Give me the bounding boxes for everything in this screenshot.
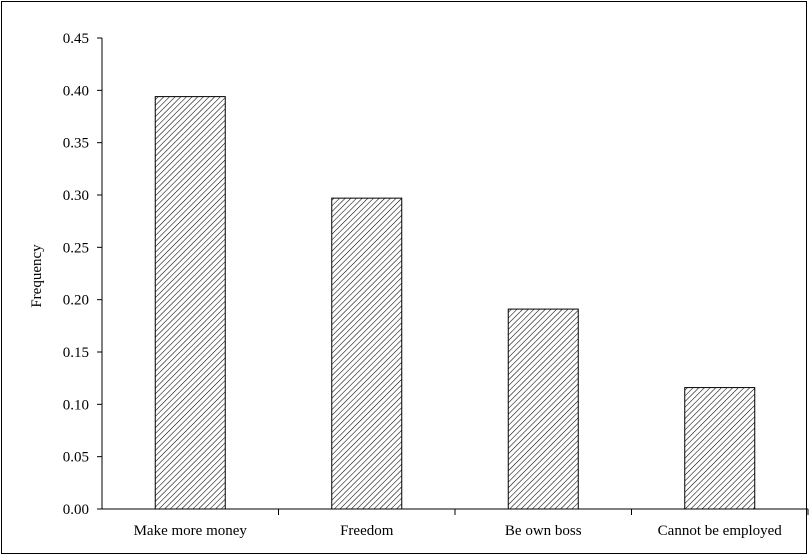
bar [154, 96, 226, 510]
y-tick-label: 0.45 [63, 31, 89, 47]
y-tick-label: 0.20 [63, 293, 89, 309]
y-tick-label: 0.15 [63, 345, 89, 361]
x-tick-label: Be own boss [505, 523, 582, 539]
y-tick-label: 0.40 [63, 83, 89, 99]
x-tick-label: Freedom [340, 523, 394, 539]
y-tick-label: 0.25 [63, 240, 89, 256]
y-tick-label: 0.35 [63, 136, 89, 152]
y-tick-label: 0.05 [63, 450, 89, 466]
bar [507, 308, 579, 510]
bars-group [154, 96, 756, 510]
bar [331, 197, 403, 510]
y-tick-label: 0.00 [63, 502, 89, 518]
y-tick-label: 0.30 [63, 188, 89, 204]
x-tick-label: Make more money [134, 523, 248, 539]
labels-group: Frequency 0.00 0.05 0.10 0.15 0.20 0.25 0.30 0.… [29, 31, 782, 539]
y-tick-label: 0.10 [63, 397, 89, 413]
bar [684, 387, 756, 510]
x-tick-label: Cannot be employed [658, 523, 783, 539]
y-axis-label: Frequency [29, 244, 45, 308]
